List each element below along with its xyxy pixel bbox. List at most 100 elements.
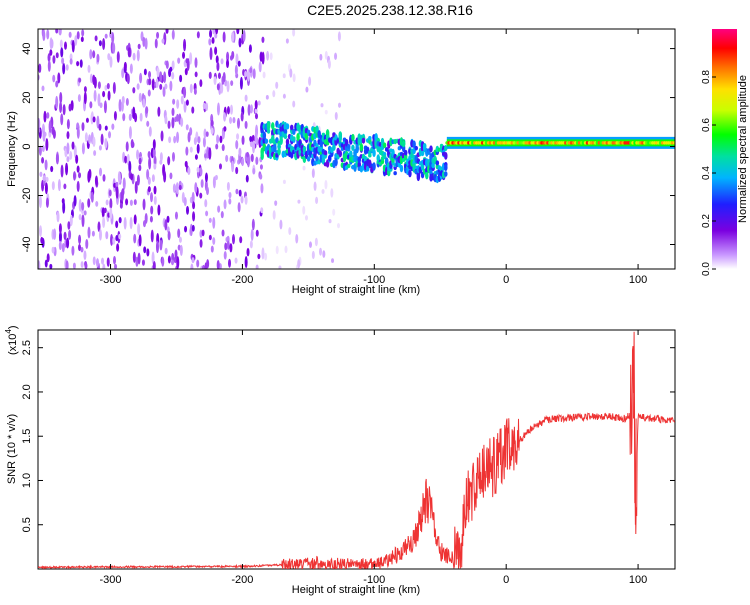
spectrogram-cell (214, 46, 218, 56)
spectrogram-cell (138, 234, 142, 247)
spectrogram-cell (209, 47, 213, 61)
spectrogram-cell (244, 120, 248, 129)
spectrogram-cell (146, 248, 150, 257)
spectrogram-cell (127, 47, 131, 58)
spectrogram-cell (46, 253, 50, 263)
spectrogram-cell (167, 255, 171, 264)
spectrogram-cell (42, 130, 46, 142)
spectrogram-cell (66, 118, 70, 130)
spectrogram-cell (128, 126, 132, 140)
spectrogram-cell (179, 244, 183, 256)
spectrogram-cell (344, 138, 349, 147)
spectrogram-cell (168, 68, 172, 78)
spectrogram-cell (216, 83, 220, 91)
spectrogram-cell (51, 181, 55, 191)
spectrogram-cell (141, 259, 145, 266)
spectrogram-cell (77, 94, 81, 102)
spectrogram-cell (431, 162, 435, 169)
spectrogram-cell (98, 123, 102, 131)
spectrogram-cell (96, 115, 100, 129)
spectrogram-cell (163, 71, 167, 84)
spectrogram-cell (311, 250, 315, 260)
spectrogram-cell (48, 120, 52, 134)
spectrogram-cell (49, 49, 53, 56)
spectrogram-cell (87, 226, 91, 239)
spectrogram-cell (59, 101, 63, 114)
spectrogram-cell (215, 55, 219, 64)
spectrogram-cell (196, 143, 200, 154)
spectrogram-cell (372, 162, 376, 171)
spectrogram-cell (266, 121, 271, 131)
spectrogram-cell (52, 74, 56, 83)
spectrogram-cell (399, 164, 404, 173)
spectrogram-cell (136, 49, 140, 62)
spectrogram-cell (279, 219, 283, 230)
spectrogram-cell (296, 132, 300, 142)
spectrogram-cell (83, 86, 87, 93)
spectrogram-cell (149, 215, 153, 223)
spectrogram-cell (157, 204, 161, 216)
spectrogram-cell (262, 131, 267, 140)
spectrogram-cell (244, 94, 248, 102)
spectrogram-cell (99, 167, 103, 177)
spectrogram-cell (104, 137, 108, 149)
spectrogram-cell (334, 52, 338, 60)
spectrogram-cell (289, 124, 294, 131)
spectrogram-cell (57, 72, 61, 84)
spectrogram-cell (172, 183, 176, 193)
spectrogram-cell (171, 116, 175, 129)
spectrogram-cell (266, 50, 270, 61)
spectrogram-cell (53, 228, 57, 240)
spectrogram-cell (185, 124, 189, 131)
spectrogram-cell (288, 227, 292, 235)
spectrogram-cell (105, 199, 109, 206)
spectrogram-cell (143, 246, 147, 254)
spectrogram-cell (100, 133, 104, 146)
spectrogram-cell (92, 50, 96, 59)
spectrogram-cell (176, 99, 180, 109)
spectrogram-cell (241, 157, 245, 167)
spectrogram-x-ticks: -300 -200 -100 0 100 (100, 29, 647, 286)
spectrogram-cell (148, 126, 152, 137)
spectrogram-cell (123, 216, 127, 230)
spectrogram-cell (145, 106, 149, 114)
spectrogram-cell (97, 221, 101, 232)
spectrogram-cell (189, 146, 193, 153)
spectrogram-x-tick-label: -200 (231, 274, 253, 286)
spectrogram-cell (252, 168, 256, 175)
spectrogram-cell (219, 135, 223, 144)
spectrogram-cell (235, 188, 239, 195)
spectrogram-cell (191, 106, 195, 114)
spectrogram-cell (55, 52, 59, 59)
spectrogram-cell (275, 81, 279, 89)
spectrogram-cell (259, 164, 263, 170)
spectrogram-cell (81, 202, 85, 211)
spectrogram-cell (87, 170, 91, 183)
spectrogram-cell (176, 113, 180, 122)
spectrogram-cell (444, 171, 448, 177)
spectrogram-cell (117, 171, 121, 184)
spectrogram-cell (116, 243, 120, 252)
spectrogram-cell (242, 29, 246, 42)
spectrogram-cell (210, 245, 214, 253)
spectrogram-cell (69, 151, 73, 160)
spectrogram-cell (80, 261, 84, 268)
spectrogram-cell (235, 166, 239, 175)
spectrogram-cell (262, 71, 266, 79)
spectrogram-cell (302, 205, 306, 215)
spectrogram-cell (137, 223, 141, 236)
spectrogram-cell (216, 259, 220, 269)
spectrogram-x-tick-label: 100 (629, 274, 647, 286)
spectrogram-cell (292, 29, 296, 37)
spectrogram-cell (92, 256, 96, 266)
spectrogram-cell (78, 172, 82, 179)
spectrogram-cell (125, 98, 129, 106)
spectrogram-cell (208, 217, 212, 223)
spectrogram-cell (321, 132, 326, 137)
spectrogram-cell (231, 234, 235, 245)
spectrogram-cell (45, 138, 49, 152)
spectrogram-cell (52, 55, 56, 64)
spectrogram-cell (283, 129, 288, 134)
spectrogram-cell (214, 174, 218, 181)
spectrogram-cell (237, 60, 241, 67)
